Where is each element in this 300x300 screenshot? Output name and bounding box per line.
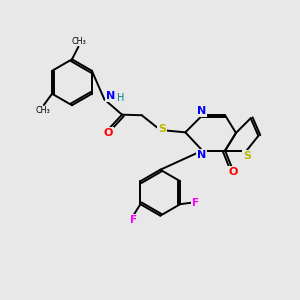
Text: CH₃: CH₃ [71,37,86,46]
Text: S: S [158,124,166,134]
Text: O: O [228,167,237,177]
Text: F: F [192,198,199,208]
Text: H: H [117,93,124,103]
Text: S: S [243,151,251,161]
Text: N: N [197,106,206,116]
Text: F: F [130,215,137,225]
Text: N: N [106,91,116,101]
Text: N: N [197,150,206,160]
Text: CH₃: CH₃ [36,106,51,115]
Text: O: O [103,128,113,138]
